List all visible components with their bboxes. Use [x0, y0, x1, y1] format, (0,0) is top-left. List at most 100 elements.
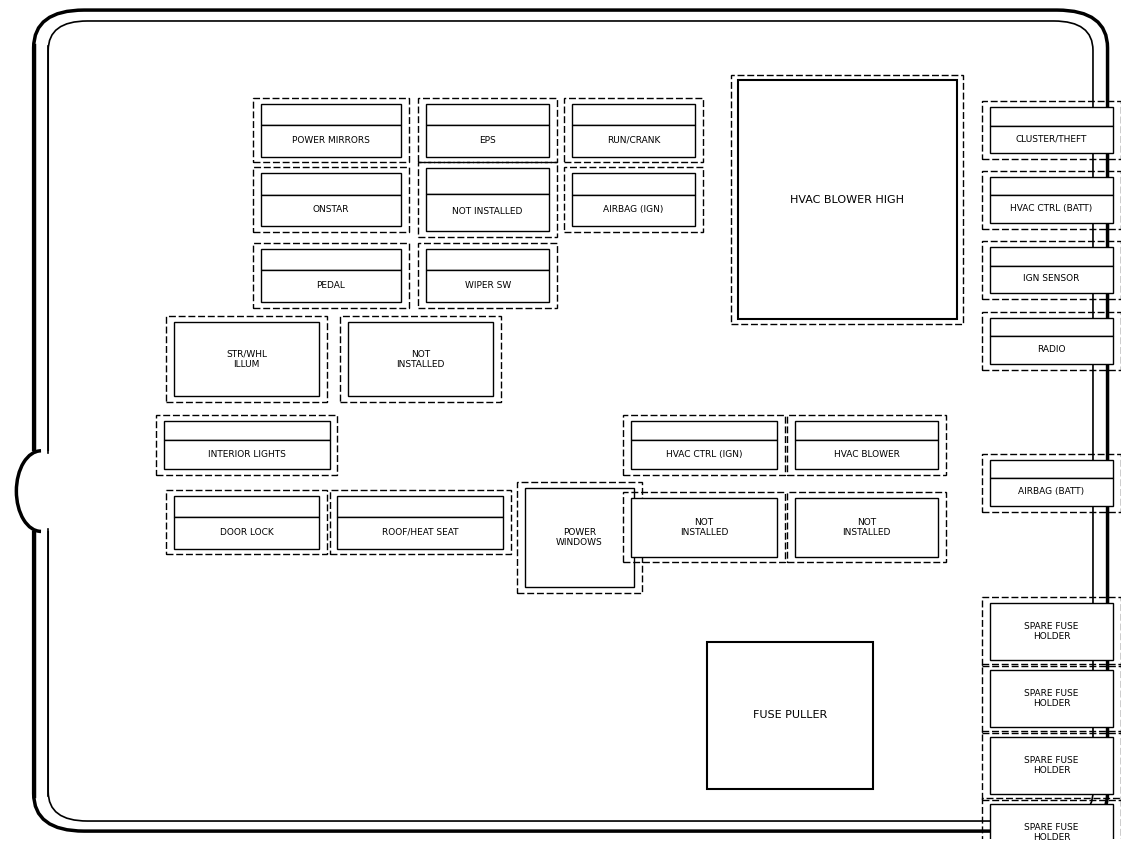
Bar	[426, 270, 549, 302]
Bar	[260, 270, 401, 302]
Bar	[982, 731, 1121, 800]
Bar	[260, 104, 401, 125]
Bar	[572, 173, 695, 194]
Bar	[990, 126, 1113, 154]
Bar	[174, 495, 319, 517]
Bar	[348, 322, 493, 396]
Bar	[9, 451, 71, 532]
Text: AIRBAG (BATT): AIRBAG (BATT)	[1019, 487, 1084, 496]
Bar	[707, 641, 873, 788]
Bar	[731, 75, 963, 324]
Text: CLUSTER/THEFT: CLUSTER/THEFT	[1016, 134, 1087, 143]
Bar	[156, 414, 337, 475]
Bar	[260, 173, 401, 194]
Bar	[572, 104, 695, 125]
Bar	[166, 490, 327, 555]
Bar	[253, 243, 409, 308]
Text: FUSE PULLER: FUSE PULLER	[753, 711, 827, 720]
Text: NOT
INSTALLED: NOT INSTALLED	[679, 517, 729, 537]
Bar	[166, 316, 327, 402]
Bar	[572, 125, 695, 157]
Text: IGN SENSOR: IGN SENSOR	[1023, 274, 1080, 284]
Text: DOOR LOCK: DOOR LOCK	[220, 528, 274, 537]
Bar	[990, 107, 1113, 126]
Bar	[990, 247, 1113, 266]
Text: AIRBAG (IGN): AIRBAG (IGN)	[603, 205, 664, 214]
Bar	[738, 80, 956, 319]
Text: EPS: EPS	[480, 136, 495, 144]
Text: HVAC BLOWER HIGH: HVAC BLOWER HIGH	[790, 195, 905, 205]
Text: NOT
INSTALLED: NOT INSTALLED	[842, 517, 891, 537]
Bar	[426, 249, 549, 270]
Bar	[164, 440, 330, 469]
Bar	[174, 322, 319, 396]
Bar	[990, 478, 1113, 506]
Bar	[787, 414, 946, 475]
Text: PEDAL: PEDAL	[316, 281, 345, 289]
Bar	[426, 125, 549, 157]
Bar	[260, 249, 401, 270]
Bar	[253, 167, 409, 232]
Text: NOT
INSTALLED: NOT INSTALLED	[396, 349, 445, 369]
Bar	[426, 104, 549, 125]
Text: HVAC BLOWER: HVAC BLOWER	[834, 450, 899, 458]
Bar	[337, 517, 503, 549]
Text: NOT INSTALLED: NOT INSTALLED	[453, 207, 522, 216]
Bar	[623, 492, 785, 562]
Text: RADIO: RADIO	[1037, 345, 1066, 354]
Text: POWER
WINDOWS: POWER WINDOWS	[556, 528, 603, 547]
Bar	[564, 167, 703, 232]
Text: SPARE FUSE
HOLDER: SPARE FUSE HOLDER	[1025, 756, 1078, 776]
Bar	[164, 420, 330, 440]
Text: ROOF/HEAT SEAT: ROOF/HEAT SEAT	[382, 528, 458, 537]
Bar	[340, 316, 501, 402]
Bar	[631, 440, 777, 469]
Bar	[982, 101, 1121, 159]
Text: HVAC CTRL (BATT): HVAC CTRL (BATT)	[1010, 204, 1093, 213]
Bar	[426, 168, 549, 193]
FancyBboxPatch shape	[34, 10, 1108, 831]
Bar	[990, 460, 1113, 478]
Bar	[990, 804, 1113, 844]
Bar	[631, 420, 777, 440]
Bar	[517, 482, 642, 592]
Bar	[795, 420, 938, 440]
Bar	[330, 490, 511, 555]
Bar	[982, 170, 1121, 229]
Bar	[982, 454, 1121, 511]
Bar	[623, 414, 785, 475]
Bar	[525, 488, 634, 587]
Bar	[990, 317, 1113, 336]
Bar	[982, 312, 1121, 370]
Bar	[260, 194, 401, 226]
Bar	[990, 670, 1113, 727]
Bar	[260, 125, 401, 157]
Text: ONSTAR: ONSTAR	[313, 205, 349, 214]
Bar	[990, 176, 1113, 195]
Text: HVAC CTRL (IGN): HVAC CTRL (IGN)	[666, 450, 742, 458]
Bar	[990, 336, 1113, 364]
Bar	[990, 195, 1113, 223]
Bar	[418, 162, 557, 237]
Text: POWER MIRRORS: POWER MIRRORS	[291, 136, 370, 144]
Bar	[990, 603, 1113, 660]
Bar	[564, 98, 703, 162]
Bar	[990, 737, 1113, 794]
Bar	[795, 440, 938, 469]
Text: WIPER SW: WIPER SW	[464, 281, 511, 289]
Bar	[253, 98, 409, 162]
Bar	[426, 193, 549, 231]
Bar	[572, 194, 695, 226]
Bar	[418, 243, 557, 308]
Bar	[418, 98, 557, 162]
Text: SPARE FUSE
HOLDER: SPARE FUSE HOLDER	[1025, 689, 1078, 708]
Bar	[337, 495, 503, 517]
Text: INTERIOR LIGHTS: INTERIOR LIGHTS	[207, 450, 286, 458]
Bar	[787, 492, 946, 562]
Text: SPARE FUSE
HOLDER: SPARE FUSE HOLDER	[1025, 621, 1078, 641]
Text: RUN/CRANK: RUN/CRANK	[606, 136, 660, 144]
Bar	[990, 266, 1113, 294]
Bar	[982, 241, 1121, 300]
Text: STR/WHL
ILLUM: STR/WHL ILLUM	[226, 349, 267, 369]
Text: SPARE FUSE
HOLDER: SPARE FUSE HOLDER	[1025, 823, 1078, 842]
